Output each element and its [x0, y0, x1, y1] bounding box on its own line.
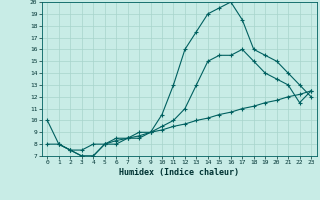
X-axis label: Humidex (Indice chaleur): Humidex (Indice chaleur) — [119, 168, 239, 177]
